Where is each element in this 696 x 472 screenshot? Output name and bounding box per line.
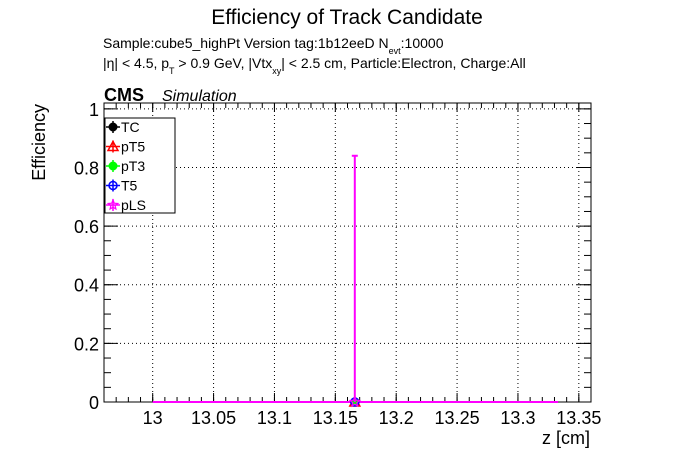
chart-title: Efficiency of Track Candidate	[211, 6, 483, 29]
x-tick-label: 13.3	[500, 408, 535, 428]
subtitle-1-sub: evt	[389, 46, 402, 56]
legend-label-pt3: pT3	[121, 158, 145, 174]
axes: 13 13.05 13.1 13.15 13.2 13.25 13.3 13.35 0 0.2 0.…	[74, 100, 601, 428]
x-tick-label: 13.25	[435, 408, 480, 428]
x-tick-label: 13.35	[556, 408, 601, 428]
subtitle-2-pt-sub: T	[169, 66, 175, 76]
subtitle-2-pt-tail: > 0.9 GeV, |Vtx	[175, 55, 273, 71]
legend: TC pT5 pT3 T5 pLS	[104, 117, 176, 214]
legend-label-pls: pLS	[121, 197, 146, 213]
x-tick-label: 13.2	[379, 408, 414, 428]
legend-label-pt5: pT5	[121, 139, 145, 155]
y-tick-label: 0	[89, 393, 99, 413]
y-tick-label: 0.6	[74, 217, 99, 237]
legend-label-tc: TC	[121, 119, 140, 135]
legend-marker-pt3	[108, 161, 118, 171]
chart-subtitle-2: |η| < 4.5, pT > 0.9 GeV, |Vtxxy| < 2.5 c…	[103, 55, 526, 76]
subtitle-2-vtx-sub: xy	[272, 66, 282, 76]
subtitle-2-eta: |η| < 4.5, p	[103, 55, 169, 71]
data-marks	[152, 154, 559, 408]
y-tick-label: 0.2	[74, 334, 99, 354]
x-tick-label: 13	[143, 408, 163, 428]
subtitle-2-tail: | < 2.5 cm, Particle:Electron, Charge:Al…	[281, 55, 525, 71]
x-axis-label: z [cm]	[542, 428, 590, 448]
subtitle-1-tail: :10000	[401, 35, 444, 51]
y-tick-label: 1	[89, 100, 99, 120]
legend-marker-pt5	[106, 139, 120, 152]
x-tick-label: 13.15	[313, 408, 358, 428]
simulation-label: Simulation	[162, 88, 237, 105]
x-tick-label: 13.05	[191, 408, 236, 428]
grid-lines	[104, 103, 591, 403]
legend-marker-pls	[106, 198, 120, 211]
chart-subtitle-1: Sample:cube5_highPt Version tag:1b12eeD …	[103, 35, 444, 56]
y-tick-label: 0.8	[74, 158, 99, 178]
legend-marker-t5	[108, 180, 118, 191]
cms-label: CMS	[104, 85, 144, 105]
y-axis-label: Efficiency	[29, 104, 49, 181]
x-tick-label: 13.1	[257, 408, 292, 428]
data-point-pls	[348, 395, 362, 408]
legend-marker-tc	[108, 122, 118, 132]
y-tick-label: 0.4	[74, 276, 99, 296]
subtitle-1-main: Sample:cube5_highPt Version tag:1b12eeD …	[103, 35, 389, 51]
legend-label-t5: T5	[121, 178, 138, 194]
